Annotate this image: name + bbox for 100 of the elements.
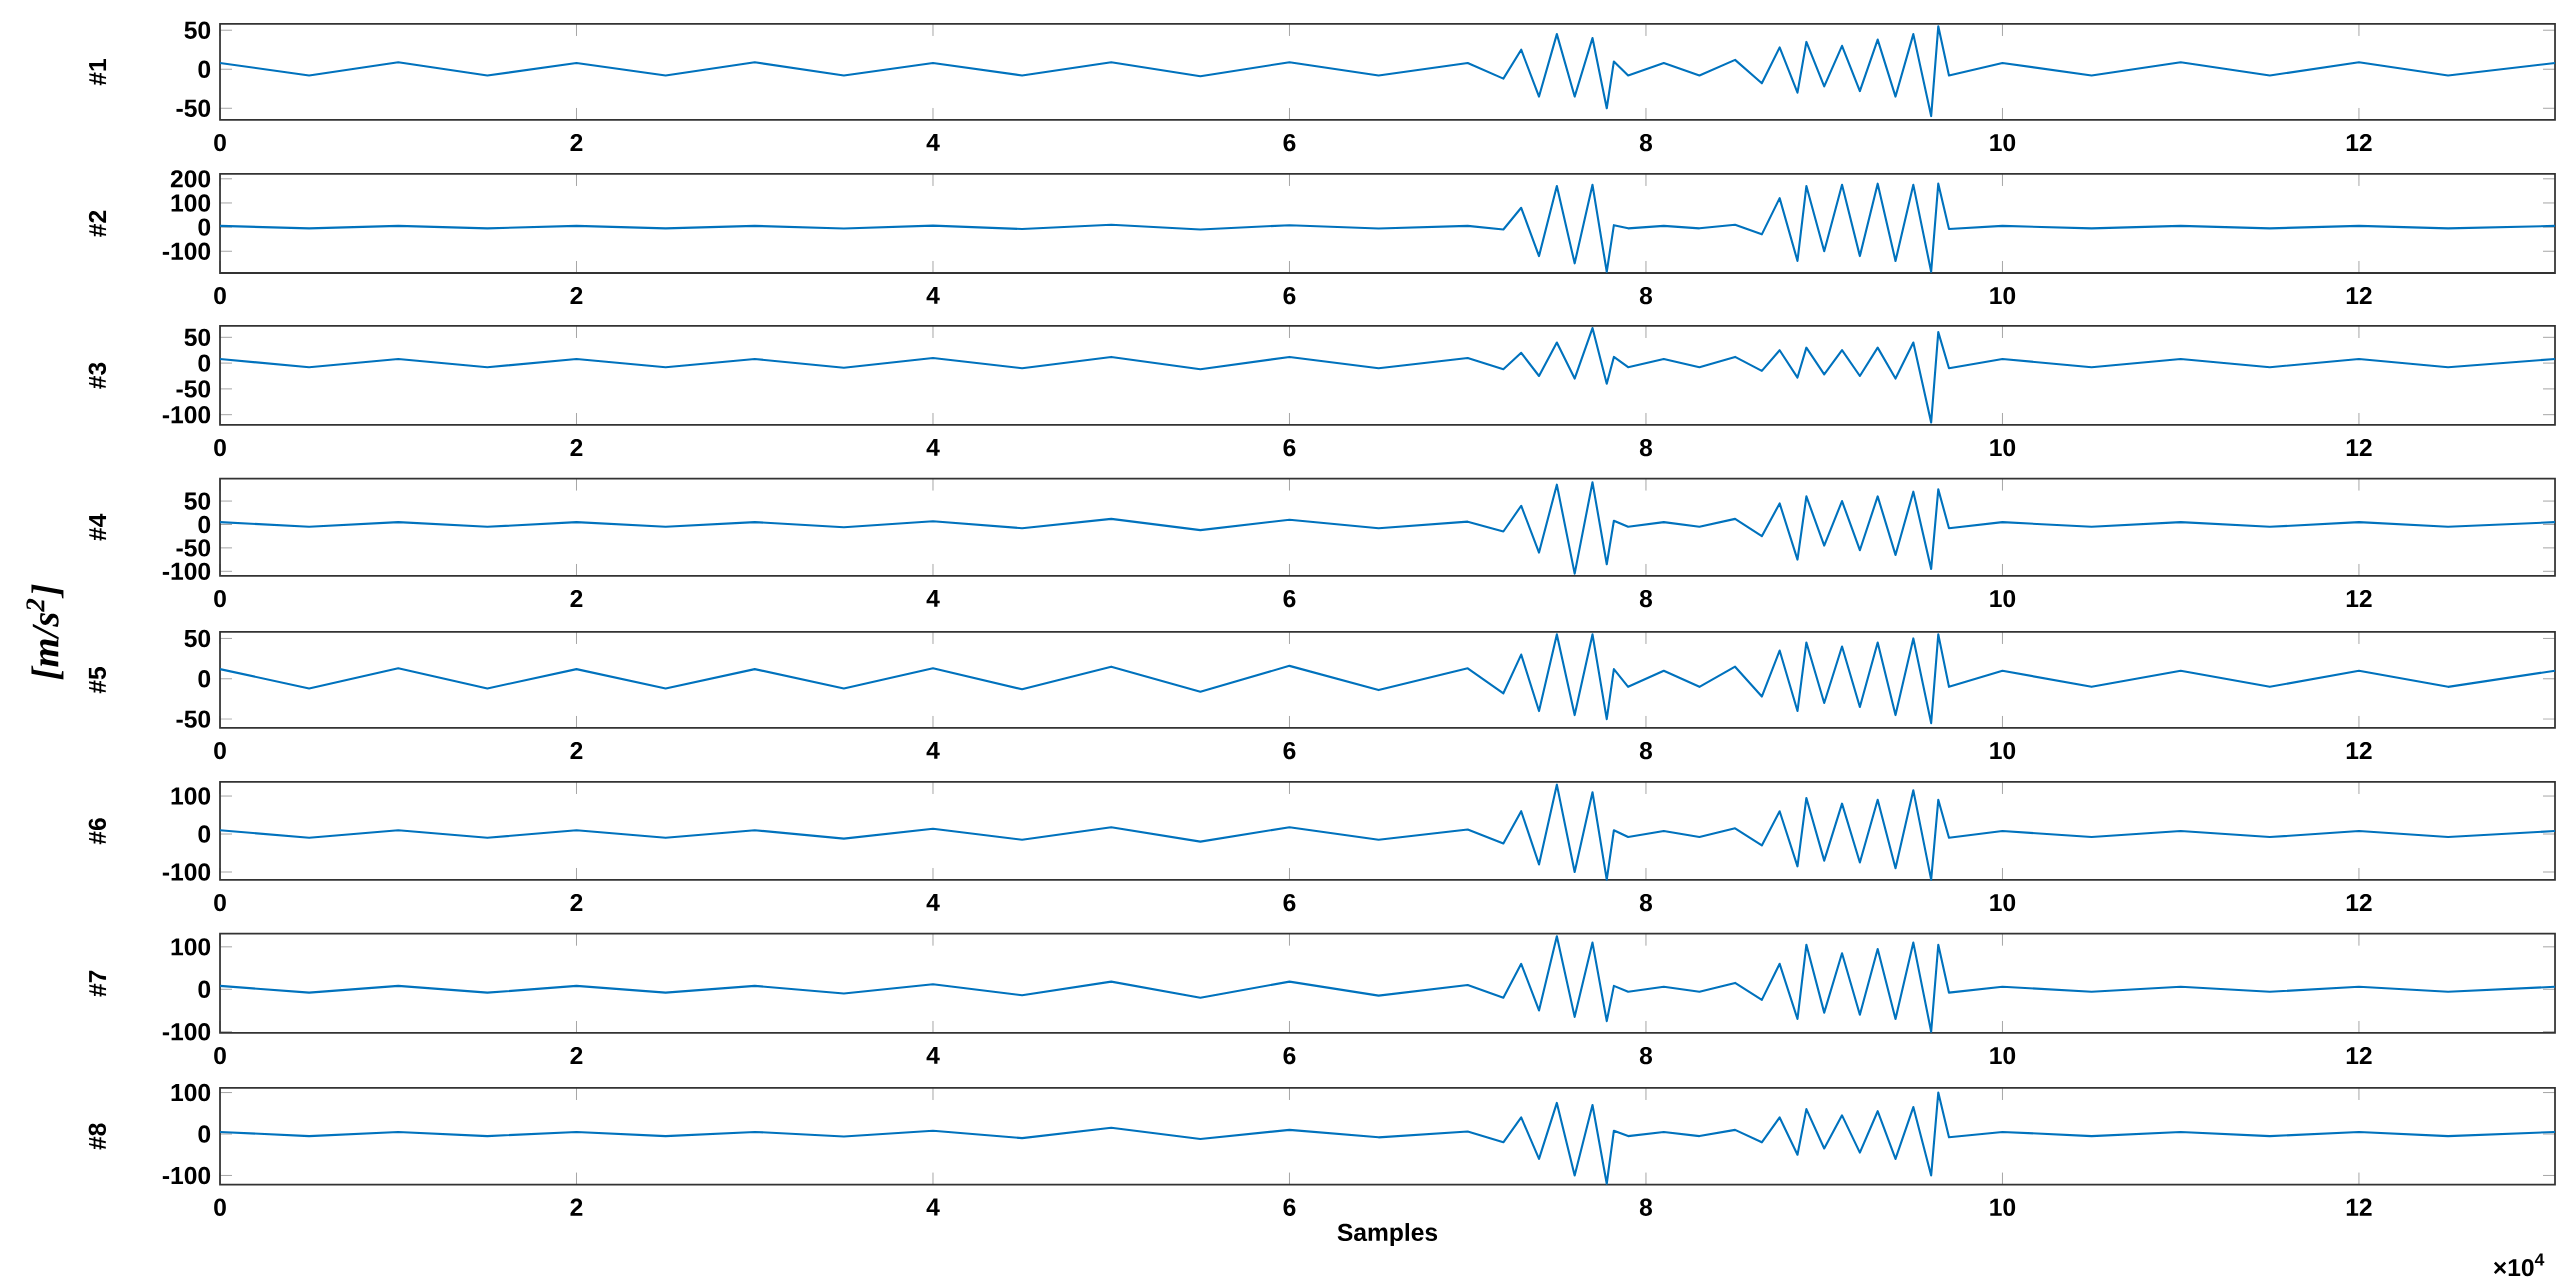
x-tick-label: 2 xyxy=(570,1046,583,1065)
y-tick-label: 50 xyxy=(184,492,211,510)
y-tick-label: -50 xyxy=(176,99,211,117)
y-tick-label: 100 xyxy=(171,1083,211,1102)
y-tick-label: -50 xyxy=(176,380,211,398)
x-tick-label: 6 xyxy=(1283,589,1296,608)
x-tick-label: 0 xyxy=(214,1046,226,1065)
y-tick-label: -100 xyxy=(162,1166,211,1185)
y-tick-label: -100 xyxy=(162,242,211,260)
y-tick-label: -50 xyxy=(176,539,211,557)
y-tick-label: -50 xyxy=(176,710,211,728)
y-axis-title: #4 xyxy=(89,513,107,541)
x-tick-label: 0 xyxy=(214,1198,226,1216)
x-tick-label: 4 xyxy=(926,438,940,456)
x-tick-label: 12 xyxy=(2346,741,2372,760)
line-series xyxy=(218,935,2557,1033)
y-tick-label: -100 xyxy=(162,863,211,881)
x-axis-title: Samples xyxy=(1337,1223,1438,1246)
y-tick-label: 0 xyxy=(198,670,211,688)
y-tick-label: -100 xyxy=(162,562,211,581)
y-tick-label: 0 xyxy=(198,1125,211,1143)
x-tick-label: 12 xyxy=(2346,1046,2372,1065)
x-tick-label: 6 xyxy=(1283,286,1296,305)
x-tick-label: 12 xyxy=(2346,893,2372,912)
x-tick-label: 6 xyxy=(1283,438,1296,457)
y-axis-title: #7 xyxy=(89,970,107,997)
text: ×10$^{4}$ xyxy=(2493,1253,2545,1277)
x-tick-label: 2 xyxy=(570,893,583,912)
line-series xyxy=(218,25,2557,118)
x-tick-label: 2 xyxy=(570,286,583,305)
x-tick-label: 8 xyxy=(1639,1198,1653,1216)
x-tick-label: 6 xyxy=(1283,1198,1296,1216)
x-tick-label: 8 xyxy=(1639,589,1653,608)
x-tick-label: 8 xyxy=(1639,1046,1653,1065)
x-tick-label: 10 xyxy=(1990,133,2016,152)
x-tick-label: 6 xyxy=(1283,893,1296,912)
y-tick-label: 0 xyxy=(198,515,211,534)
x-tick-label: 6 xyxy=(1283,133,1296,152)
x-tick-label: 0 xyxy=(214,438,226,457)
text: [m/s$^{2}$] xyxy=(26,584,64,680)
x-tick-label: 2 xyxy=(570,741,583,760)
y-tick-label: 0 xyxy=(198,980,211,998)
x-tick-label: 10 xyxy=(1990,741,2016,760)
y-tick-label: 50 xyxy=(184,328,211,347)
x-tick-label: 10 xyxy=(1990,1046,2016,1065)
x-tick-label: 8 xyxy=(1639,893,1653,912)
x-tick-label: 4 xyxy=(926,1046,940,1064)
x-tick-label: 2 xyxy=(570,1198,583,1216)
y-tick-label: 0 xyxy=(198,60,211,78)
x-tick-label: 4 xyxy=(926,286,940,304)
y-tick-label: 50 xyxy=(184,629,211,648)
line-series xyxy=(218,182,2557,273)
x-tick-label: 8 xyxy=(1639,133,1653,152)
x-tick-label: 0 xyxy=(214,741,226,760)
x-tick-label: 10 xyxy=(1990,286,2016,305)
y-axis-title: #8 xyxy=(88,1123,107,1150)
x-tick-label: 2 xyxy=(570,133,583,152)
y-axis-title: #5 xyxy=(88,666,107,694)
x-tick-label: 8 xyxy=(1639,286,1653,305)
x-tick-label: 10 xyxy=(1990,589,2016,608)
x-tick-label: 12 xyxy=(2346,438,2372,457)
x-tick-label: 10 xyxy=(1990,438,2016,457)
x-tick-label: 10 xyxy=(1990,1198,2016,1216)
x-tick-label: 4 xyxy=(926,1198,940,1216)
x-tick-label: 12 xyxy=(2346,133,2372,152)
y-tick-label: 50 xyxy=(184,21,211,39)
x-tick-label: 12 xyxy=(2346,1198,2372,1216)
y-tick-label: 100 xyxy=(171,194,211,212)
x-tick-label: 8 xyxy=(1639,438,1653,457)
y-axis-title: #2 xyxy=(88,210,107,237)
y-axis-title: #3 xyxy=(88,362,107,389)
x-tick-label: 0 xyxy=(214,893,226,912)
x-tick-label: 6 xyxy=(1283,1046,1296,1065)
line-series xyxy=(218,783,2557,881)
x-tick-label: 0 xyxy=(214,286,226,305)
y-axis-title: #1 xyxy=(89,59,107,86)
y-axis-title: #6 xyxy=(88,818,107,845)
x-tick-label: 2 xyxy=(570,438,583,457)
y-tick-label: -100 xyxy=(162,406,211,424)
line-series xyxy=(218,327,2557,424)
y-tick-label: 200 xyxy=(170,170,211,188)
x-tick-label: 0 xyxy=(214,589,226,608)
x-tick-label: 12 xyxy=(2346,589,2372,608)
y-tick-label: -100 xyxy=(162,1023,211,1041)
line-series xyxy=(218,481,2557,575)
x-tick-label: 0 xyxy=(214,133,226,152)
line-series xyxy=(218,1091,2557,1185)
y-tick-label: 100 xyxy=(171,787,211,805)
x-tick-label: 4 xyxy=(926,893,940,911)
line-series xyxy=(218,633,2557,725)
y-tick-label: 0 xyxy=(198,825,211,843)
x-tick-label: 12 xyxy=(2346,286,2372,305)
x-tick-label: 2 xyxy=(570,589,583,608)
x-tick-label: 8 xyxy=(1639,741,1653,760)
x-tick-label: 4 xyxy=(926,589,940,607)
x-tick-label: 4 xyxy=(926,741,940,759)
y-tick-label: 100 xyxy=(171,938,211,956)
x-tick-label: 4 xyxy=(926,133,940,151)
x-tick-label: 10 xyxy=(1990,893,2016,912)
x-tick-label: 6 xyxy=(1283,741,1296,760)
